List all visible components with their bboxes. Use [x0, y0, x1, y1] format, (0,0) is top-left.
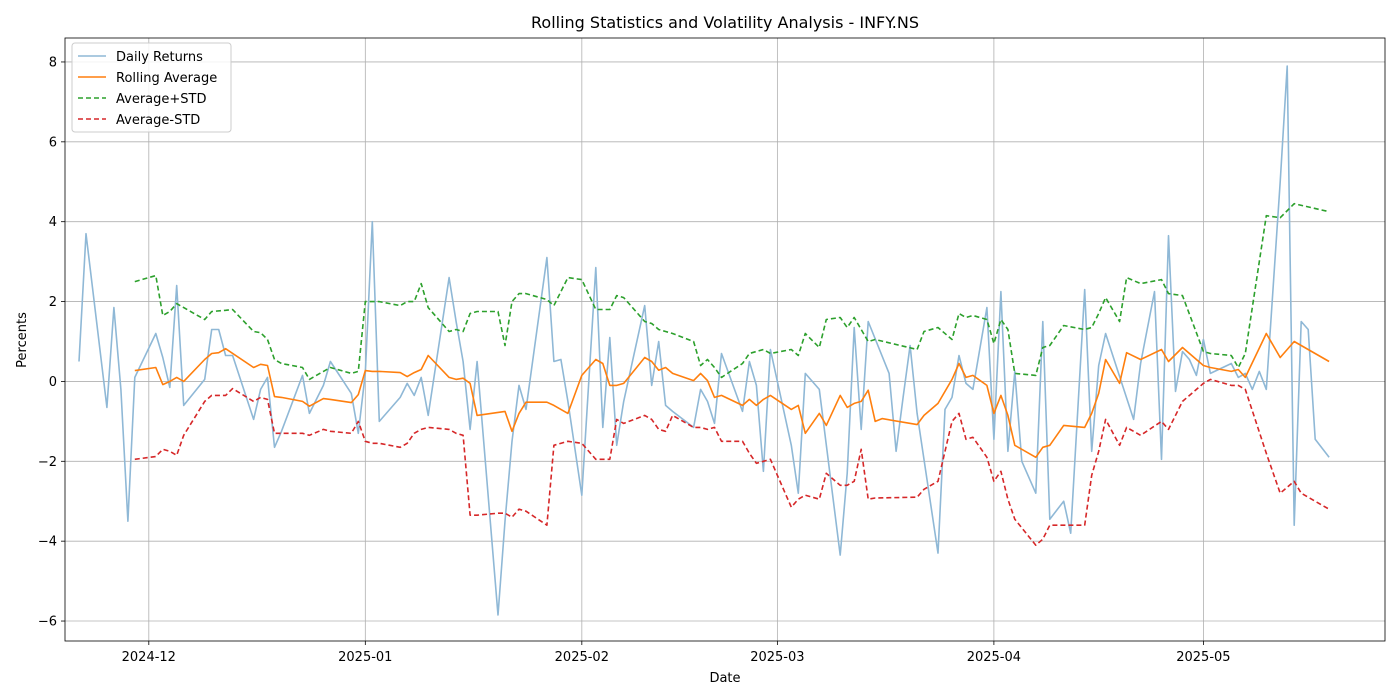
plot-frame [64, 37, 1386, 642]
daily-returns-line [78, 65, 1330, 616]
average-plus-std-line [134, 202, 1330, 381]
legend: Daily Returns Rolling Average Average+STD A… [71, 42, 232, 133]
legend-label: Rolling Average [116, 71, 217, 86]
y-tick-label: −4 [38, 535, 57, 550]
chart-title: Rolling Statistics and Volatility Analys… [531, 13, 919, 32]
x-tick-label: 2025-01 [338, 650, 392, 665]
series-layer [78, 65, 1330, 616]
y-axis-label: Percents [15, 312, 30, 368]
x-tick-label: 2025-02 [555, 650, 609, 665]
x-tick-label: 2024-12 [122, 650, 176, 665]
y-tick-label: 0 [49, 375, 57, 390]
average-minus-std-line [134, 378, 1330, 547]
x-tick-label: 2025-03 [750, 650, 804, 665]
legend-label: Average-STD [116, 113, 200, 128]
legend-label: Daily Returns [116, 50, 203, 65]
grid [65, 38, 1385, 641]
y-tick-label: 6 [49, 135, 57, 150]
x-axis-label: Date [709, 671, 740, 686]
rolling-average-line [134, 332, 1330, 459]
legend-box [71, 42, 232, 133]
legend-label: Average+STD [116, 92, 206, 107]
y-tick-label: −6 [38, 615, 57, 630]
y-tick-label: 2 [49, 295, 57, 310]
ticks: 2024-12 2025-01 2025-02 2025-03 2025-04 2025-… [38, 55, 1231, 665]
y-tick-label: −2 [38, 455, 57, 470]
y-tick-label: 4 [49, 215, 57, 230]
x-tick-label: 2025-05 [1176, 650, 1230, 665]
x-tick-label: 2025-04 [967, 650, 1021, 665]
y-tick-label: 8 [49, 55, 57, 70]
